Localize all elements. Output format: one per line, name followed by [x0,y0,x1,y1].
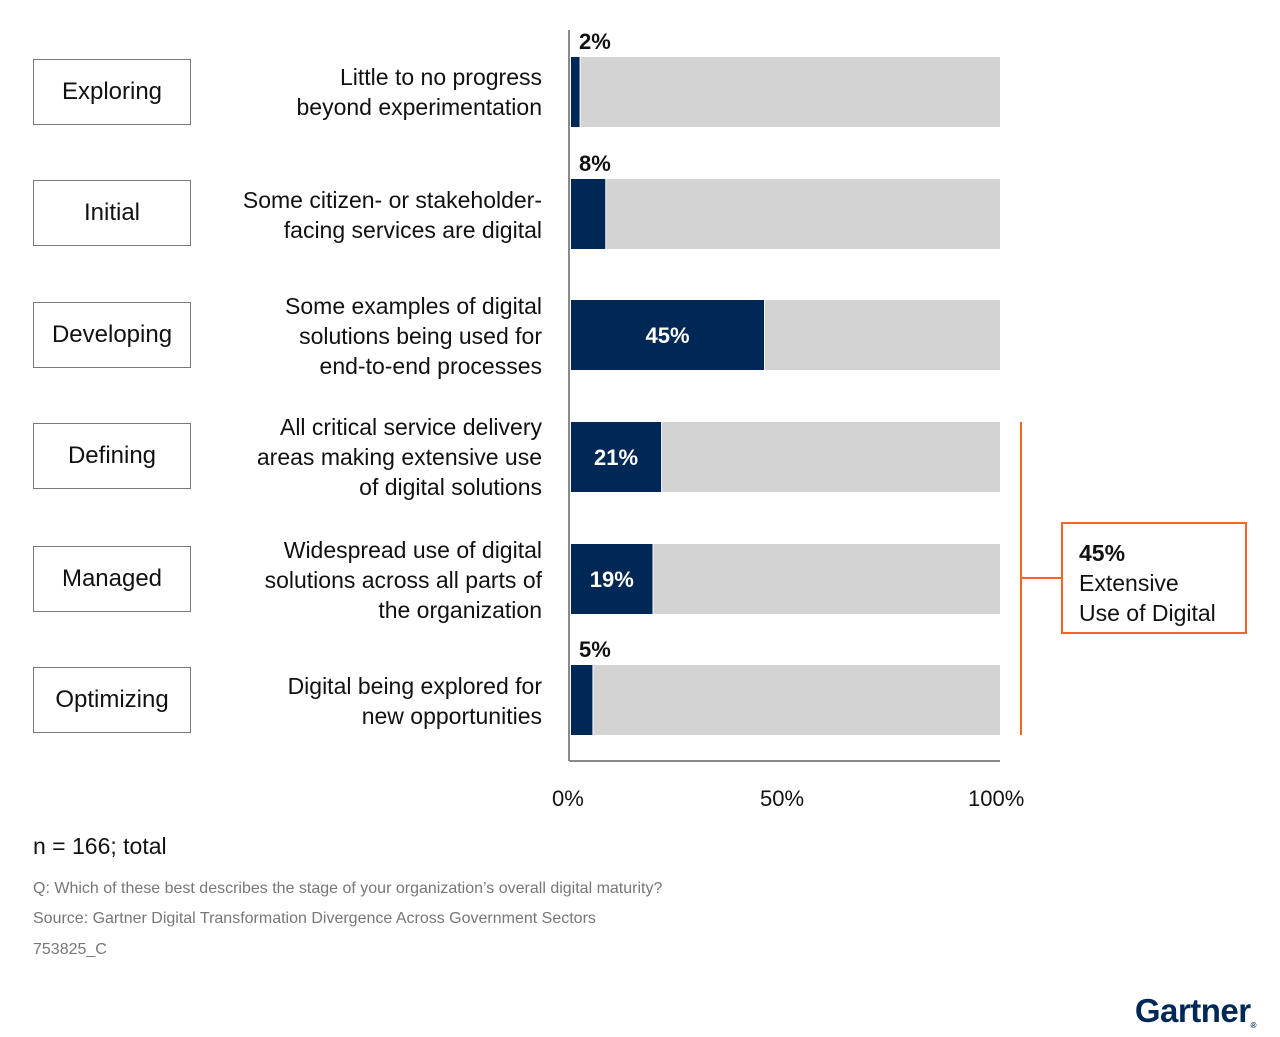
description-line: Widespread use of digital [283,537,542,563]
stage-name: Initial [83,199,141,226]
bar-value [571,179,606,249]
stage-name: Developing [51,321,173,348]
description-line: facing services are digital [283,217,542,243]
stage-label-initial: Initial [33,180,191,246]
bar-value [571,300,765,370]
description-line: beyond experimentation [296,94,543,120]
description-line: Some citizen- or stakeholder- [242,187,542,213]
bar-remainder [580,57,1000,127]
description-line: All critical service delivery [279,414,542,440]
description-line: of digital solutions [359,474,542,500]
stage-description-managed: Widespread use of digital solutions acros… [182,535,542,625]
description-line: solutions being used for [299,323,542,349]
gartner-logo: Gartner® [1134,992,1257,1030]
callout-value: 45% [1079,540,1126,566]
stage-name: Optimizing [55,686,169,713]
description-line: the organization [378,597,542,623]
description-line: areas making extensive use [256,444,542,470]
data-label: 45% [646,323,690,348]
description-line: Little to no progress [339,64,542,90]
stage-label-managed: Managed [33,546,191,612]
bar-remainder [662,422,1000,492]
data-label: 8% [579,151,611,176]
stage-label-optimizing: Optimizing [33,667,191,733]
data-label: 5% [579,637,611,662]
bar-value [571,544,653,614]
source-note: Source: Gartner Digital Transformation D… [33,910,596,927]
description-line: solutions across all parts of [264,567,542,593]
description-line: Some examples of digital [285,293,542,319]
figure-id: 753825_C [33,941,107,958]
logo-text: Gartner [1134,992,1251,1029]
x-tick-0: 0% [552,786,584,811]
stage-name: Exploring [61,78,163,105]
bar-remainder [765,300,1000,370]
bar-remainder [606,179,1000,249]
stage-name: Managed [61,565,163,592]
bar-remainder [593,665,1000,735]
x-tick-50: 50% [760,786,805,811]
data-label: 2% [579,29,611,54]
description-line: new opportunities [361,703,542,729]
stage-description-initial: Some citizen- or stakeholder-facing serv… [182,170,542,260]
sample-size-note: n = 166; total [33,833,167,859]
stage-label-defining: Defining [33,423,191,489]
survey-question: Q: Which of these best describes the sta… [33,880,663,897]
stage-description-developing: Some examples of digital solutions being … [182,291,542,381]
callout-text-line1: Extensive [1079,570,1179,596]
description-line: end-to-end processes [319,353,542,379]
bar-value [571,422,662,492]
bar-remainder [653,544,1000,614]
x-tick-100: 100% [968,786,1025,811]
data-label: 21% [594,445,638,470]
stage-name: Defining [67,442,157,469]
stage-label-developing: Developing [33,302,191,368]
stage-description-optimizing: Digital being explored for new opportunit… [182,656,542,746]
stage-description-exploring: Little to no progress beyond experimentat… [182,47,543,137]
description-line: Digital being explored for [287,673,542,699]
bar-value [571,57,580,127]
callout-text-line2: Use of Digital [1079,600,1216,626]
data-label: 19% [590,567,634,592]
registered-mark: ® [1250,1021,1257,1030]
extensive-use-callout: 45% Extensive Use of Digital [1061,522,1247,634]
stage-description-defining: All critical service delivery areas makin… [182,412,542,502]
stage-label-exploring: Exploring [33,59,191,125]
bar-value [571,665,593,735]
